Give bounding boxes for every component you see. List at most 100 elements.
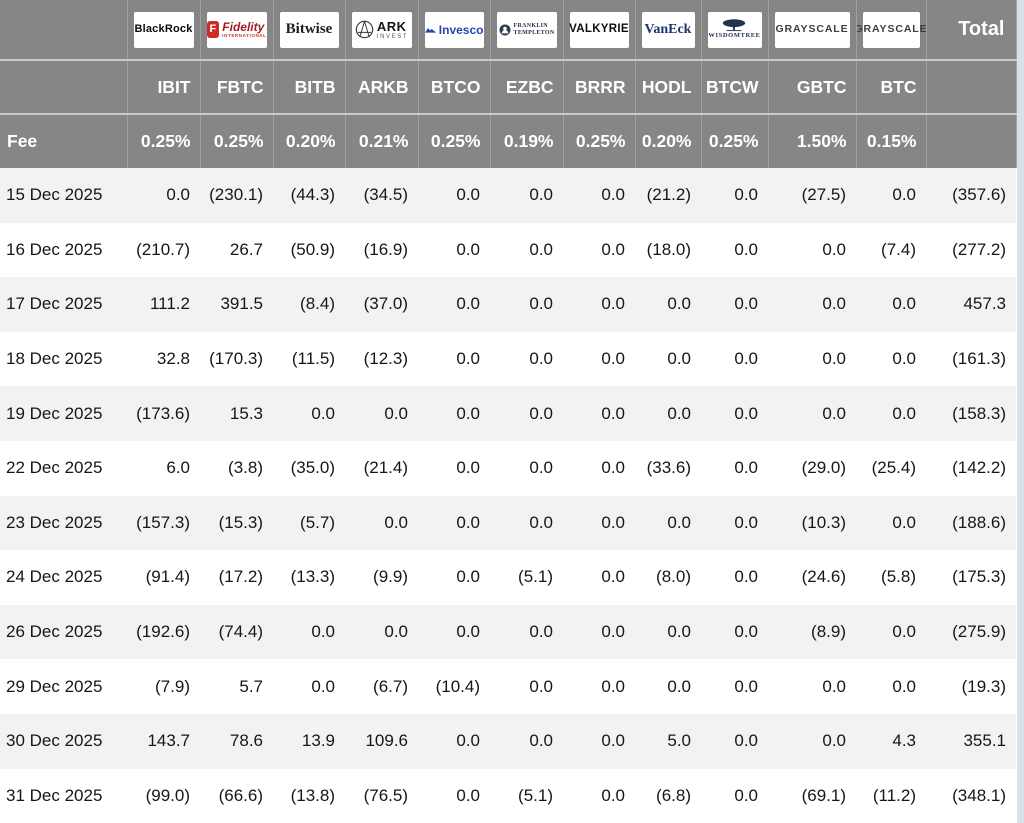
value-cell-IBIT: (99.0) [127,768,200,823]
value-cell-GBTC: 0.0 [768,331,856,387]
value-cell-GBTC: 0.0 [768,222,856,278]
value-cell-ARKB: 0.0 [345,386,418,441]
ark-circle-icon [355,20,374,39]
value-cell-GBTC: (24.6) [768,550,856,605]
value-cell-BITB: (13.8) [273,768,345,823]
date-cell: 16 Dec 2025 [0,222,127,278]
total-cell: (19.3) [926,659,1016,714]
invesco-wordmark: Invesco [438,22,484,37]
blackrock-wordmark: BlackRock [134,23,193,35]
date-cell: 30 Dec 2025 [0,713,127,769]
fund-logo-cell-ARKB: ARK INVEST [345,0,419,61]
value-cell-IBIT: (173.6) [127,386,200,441]
vaneck-logo: VanEck [641,11,695,48]
value-cell-IBIT: 111.2 [127,277,200,332]
value-cell-BTCO: 0.0 [418,495,490,551]
franklin-bust-icon [499,23,511,36]
fee-label: Fee [0,114,128,168]
value-cell-GBTC: (69.1) [768,768,856,823]
value-cell-BITB: 0.0 [273,386,345,441]
value-cell-FBTC: 391.5 [200,277,273,332]
grayscale-logo: GRAYSCALE [856,11,925,48]
ark-wordmark: ARK INVEST [376,18,409,40]
total-cell: (357.6) [926,168,1016,223]
value-cell-BITB: (35.0) [273,440,345,496]
total-cell: 457.3 [926,277,1016,332]
ticker-header-row: IBIT FBTC BITB ARKB BTCO EZBC BRRR HODL BTCW GBTC… [0,60,1017,115]
value-cell-ARKB: (12.3) [345,331,418,387]
value-cell-GBTC: 0.0 [768,713,856,769]
value-cell-HODL: (21.2) [635,168,701,223]
value-cell-HODL: 0.0 [635,604,701,660]
value-cell-GBTC: (8.9) [768,604,856,660]
fund-logo-cell-GBTC: GRAYSCALE [768,0,857,61]
value-cell-BITB: 13.9 [273,713,345,769]
ticker-row-spacer [0,60,128,115]
value-cell-GBTC: 0.0 [768,277,856,332]
value-cell-BRRR: 0.0 [563,768,635,823]
table-row: 23 Dec 2025 (157.3) (15.3) (5.7) 0.0 0.0 0.0 0.… [0,495,1016,551]
value-cell-BRRR: 0.0 [563,550,635,605]
table-row: 31 Dec 2025 (99.0) (66.6) (13.8) (76.5) 0.0 (5… [0,768,1016,823]
fund-logo-cell-FBTC: F Fidelity INTERNATIONAL [200,0,274,61]
value-cell-BTCO: 0.0 [418,277,490,332]
value-cell-HODL: 0.0 [635,277,701,332]
value-cell-GBTC: 0.0 [768,659,856,714]
franklin-templeton-wordmark: FRANKLIN TEMPLETON [513,23,555,36]
fee-HODL: 0.20% [635,114,702,168]
value-cell-BITB: (5.7) [273,495,345,551]
value-cell-EZBC: 0.0 [490,168,563,223]
value-cell-EZBC: 0.0 [490,440,563,496]
value-cell-BTCO: 0.0 [418,222,490,278]
value-cell-FBTC: (15.3) [200,495,273,551]
value-cell-FBTC: (66.6) [200,768,273,823]
value-cell-BTCW: 0.0 [701,659,768,714]
value-cell-BTC: (7.4) [856,222,926,278]
value-cell-BTCO: 0.0 [418,550,490,605]
value-cell-BTCW: 0.0 [701,713,768,769]
fee-BITB: 0.20% [273,114,346,168]
value-cell-BTCO: 0.0 [418,768,490,823]
total-cell: (275.9) [926,604,1016,660]
ticker-BRRR: BRRR [563,60,636,115]
value-cell-ARKB: 0.0 [345,604,418,660]
value-cell-IBIT: (192.6) [127,604,200,660]
table-row: 15 Dec 2025 0.0 (230.1) (44.3) (34.5) 0.0 0.0 0… [0,168,1016,223]
value-cell-BTC: 0.0 [856,495,926,551]
fee-EZBC: 0.19% [490,114,564,168]
value-cell-BITB: (50.9) [273,222,345,278]
date-cell: 23 Dec 2025 [0,495,127,551]
value-cell-BITB: (11.5) [273,331,345,387]
value-cell-EZBC: 0.0 [490,713,563,769]
blackrock-logo: BlackRock [133,11,194,48]
value-cell-BRRR: 0.0 [563,713,635,769]
wisdomtree-tree-icon [723,19,746,32]
valkyrie-wordmark: VALKYRIE [569,22,629,35]
value-cell-BTCW: 0.0 [701,604,768,660]
value-cell-FBTC: 5.7 [200,659,273,714]
value-cell-HODL: 0.0 [635,659,701,714]
ticker-GBTC: GBTC [768,60,857,115]
logo-header-row: BlackRock F Fidelity INTERNATIONAL Bitwise AR… [0,0,1017,61]
total-cell: (175.3) [926,550,1016,605]
ark-logo: ARK INVEST [351,11,412,48]
fund-logo-cell-EZBC: FRANKLIN TEMPLETON [490,0,564,61]
value-cell-BRRR: 0.0 [563,659,635,714]
value-cell-BTCW: 0.0 [701,550,768,605]
value-cell-GBTC: (29.0) [768,440,856,496]
value-cell-BRRR: 0.0 [563,222,635,278]
value-cell-BTCW: 0.0 [701,495,768,551]
fee-row: Fee 0.25% 0.25% 0.20% 0.21% 0.25% 0.19% 0.25% 0.… [0,114,1017,168]
value-cell-GBTC: (27.5) [768,168,856,223]
value-cell-FBTC: 78.6 [200,713,273,769]
grayscale-wordmark: GRAYSCALE [856,23,926,36]
value-cell-HODL: 5.0 [635,713,701,769]
ticker-IBIT: IBIT [127,60,201,115]
value-cell-FBTC: (230.1) [200,168,273,223]
value-cell-BRRR: 0.0 [563,168,635,223]
wisdomtree-logo: WISDOMTREE [707,11,762,48]
date-cell: 24 Dec 2025 [0,550,127,605]
wisdomtree-wordmark: WISDOMTREE [708,19,760,40]
value-cell-HODL: 0.0 [635,331,701,387]
